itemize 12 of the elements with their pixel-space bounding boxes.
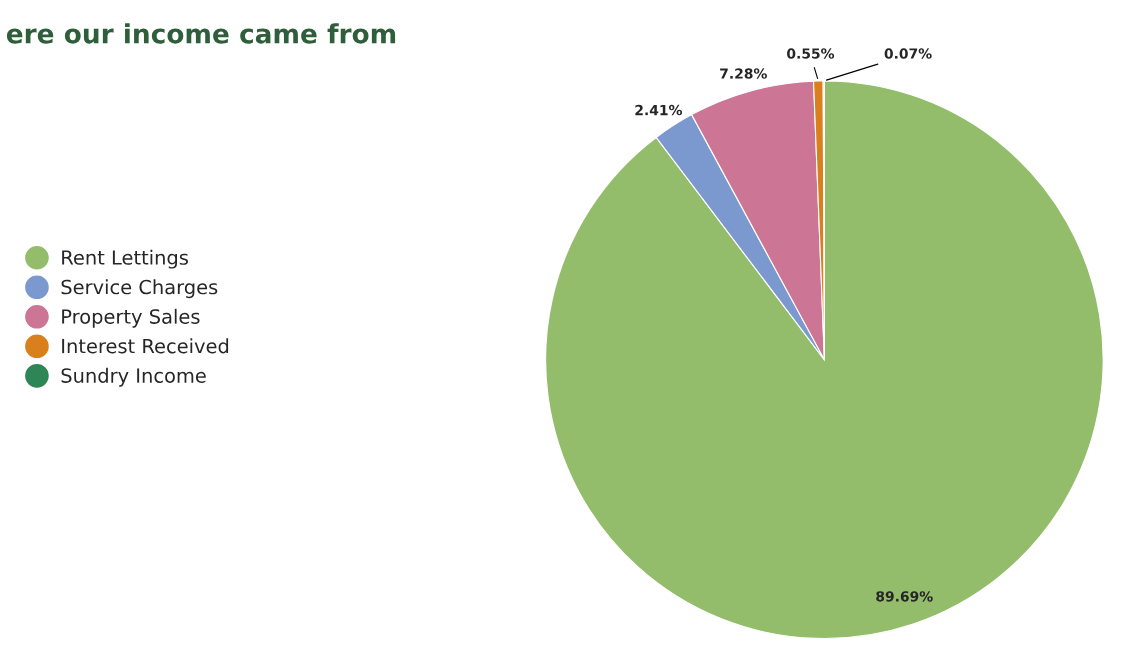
legend-label: Rent Lettings bbox=[62, 249, 188, 269]
data-label: 0.55% bbox=[787, 48, 835, 59]
chart-title: ere our income came from bbox=[6, 23, 396, 44]
data-label: 0.07% bbox=[884, 48, 932, 59]
legend-label: Sundry Income bbox=[61, 367, 206, 387]
data-label: 89.69% bbox=[876, 591, 933, 602]
legend-label: Property Sales bbox=[62, 308, 200, 328]
legend-label: Interest Received bbox=[62, 338, 229, 354]
data-label: 2.41% bbox=[635, 104, 683, 116]
data-label: 7.28% bbox=[720, 68, 767, 79]
pie-slice bbox=[545, 80, 1104, 640]
legend-label: Service Charges bbox=[61, 279, 218, 299]
